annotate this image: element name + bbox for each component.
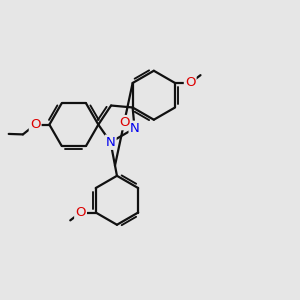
Text: O: O <box>30 118 40 131</box>
Text: O: O <box>75 206 86 219</box>
Text: N: N <box>130 122 140 135</box>
Text: O: O <box>119 116 129 129</box>
Text: O: O <box>185 76 196 89</box>
Text: N: N <box>106 136 116 149</box>
